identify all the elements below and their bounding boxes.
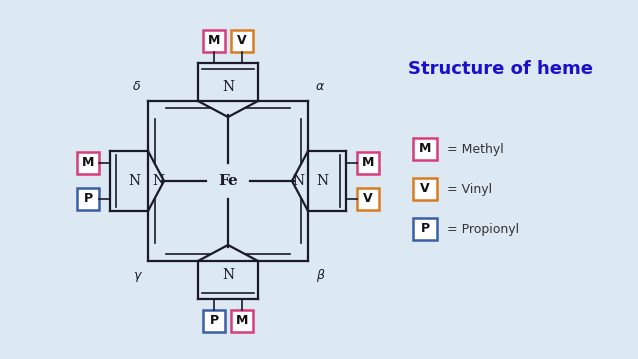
FancyBboxPatch shape: [77, 188, 99, 210]
Text: γ: γ: [133, 269, 140, 282]
Text: N: N: [222, 268, 234, 282]
Text: P: P: [420, 223, 429, 236]
FancyBboxPatch shape: [203, 310, 225, 332]
Text: M: M: [362, 157, 375, 169]
Text: = Vinyl: = Vinyl: [447, 182, 492, 196]
FancyBboxPatch shape: [413, 178, 437, 200]
FancyBboxPatch shape: [357, 152, 379, 174]
Text: N: N: [152, 174, 164, 188]
Text: V: V: [237, 34, 247, 47]
Text: N: N: [292, 174, 304, 188]
Text: M: M: [82, 157, 94, 169]
Text: N: N: [222, 80, 234, 94]
Text: = Propionyl: = Propionyl: [447, 223, 519, 236]
Text: N: N: [316, 174, 328, 188]
Text: V: V: [420, 182, 430, 196]
Text: Structure of heme: Structure of heme: [408, 60, 593, 78]
Text: N: N: [128, 174, 140, 188]
Text: V: V: [363, 192, 373, 205]
Text: δ: δ: [132, 80, 140, 93]
FancyBboxPatch shape: [413, 218, 437, 240]
FancyBboxPatch shape: [231, 310, 253, 332]
Text: M: M: [419, 143, 431, 155]
FancyBboxPatch shape: [231, 30, 253, 52]
Text: β: β: [316, 269, 324, 282]
FancyBboxPatch shape: [77, 152, 99, 174]
FancyBboxPatch shape: [357, 188, 379, 210]
Text: = Methyl: = Methyl: [447, 143, 504, 155]
Text: α: α: [316, 80, 324, 93]
Text: M: M: [236, 314, 248, 327]
Text: P: P: [84, 192, 93, 205]
FancyBboxPatch shape: [203, 30, 225, 52]
FancyBboxPatch shape: [413, 138, 437, 160]
Text: Fe: Fe: [218, 174, 238, 188]
Text: P: P: [209, 314, 219, 327]
Text: M: M: [208, 34, 220, 47]
